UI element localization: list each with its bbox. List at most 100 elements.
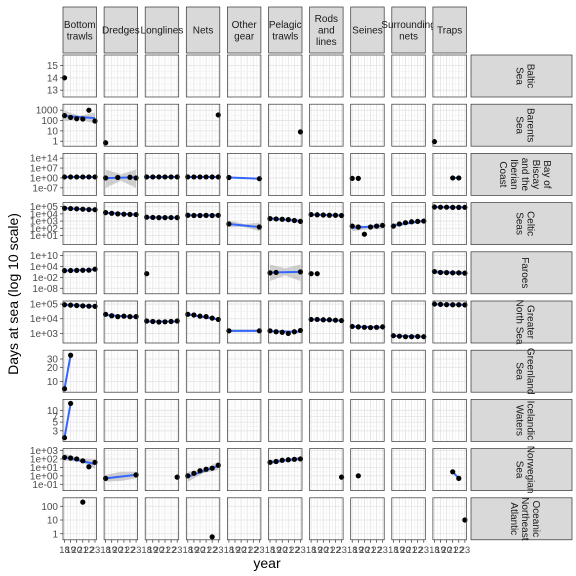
column-strip-bg [227, 6, 262, 54]
data-point [197, 212, 203, 219]
y-tick-label: 1e+04 [30, 262, 59, 273]
panel-border [391, 54, 426, 98]
data-point [150, 174, 156, 180]
data-point [191, 470, 197, 476]
x-tick-label: 18 [306, 545, 317, 556]
panel-nets [185, 153, 221, 196]
x-tick-label: 21 [447, 545, 458, 556]
x-tick-label: 20 [400, 545, 411, 556]
data-point [408, 334, 415, 340]
panel-border [185, 448, 221, 491]
data-point [209, 212, 215, 219]
panel-surround [390, 300, 427, 344]
panel-seines [349, 300, 386, 344]
column-strip-traps: Traps [432, 6, 467, 54]
data-point [74, 116, 80, 122]
x-tick-label: 22 [453, 545, 464, 556]
row-strip-line: Norwegian [525, 446, 536, 494]
x-tick-label: 19 [312, 545, 323, 556]
panel-rods [308, 202, 345, 245]
panel-rods [309, 399, 344, 442]
column-strip-label: Nets [193, 26, 214, 37]
data-point [444, 270, 450, 276]
data-point [197, 174, 203, 180]
facet-row-5: GreaterNorth Sea 1e+03 1e+04 1e+05 [30, 299, 573, 345]
data-point [444, 204, 450, 210]
panel-other [227, 448, 262, 491]
panel-nets [185, 300, 221, 344]
panel-border [227, 153, 262, 196]
data-point [68, 455, 74, 461]
panel-border [268, 153, 303, 196]
panel-border [350, 300, 385, 344]
panel-border [103, 202, 138, 245]
row-strip-line: Greenland [525, 348, 536, 395]
panel-border [391, 251, 426, 295]
panel-seines [350, 349, 385, 393]
data-point [68, 352, 74, 358]
panel-rods [309, 349, 344, 393]
data-point [279, 216, 285, 222]
panel-border [227, 448, 262, 491]
panel-border [227, 349, 262, 393]
data-point [109, 313, 115, 319]
data-point [156, 319, 162, 325]
data-point [150, 214, 156, 221]
row-strip-bg [470, 399, 573, 442]
row-strip-line: and the [519, 158, 530, 192]
panel-border [309, 202, 344, 245]
panel-bottom [61, 349, 97, 393]
x-tick-label: 23 [213, 545, 224, 556]
panel-border [62, 349, 97, 393]
y-tick-label: 1e+10 [30, 251, 59, 262]
data-point [326, 212, 332, 218]
y-tick-label: 1e-08 [32, 284, 58, 295]
panel-border [144, 448, 180, 491]
panel-border [391, 448, 426, 491]
data-point [450, 302, 456, 308]
row-strip-label: GreenlandSea [514, 348, 536, 395]
x-tick-label: 23 [295, 545, 306, 556]
x-tick-label: 20 [441, 545, 452, 556]
panel-border [432, 153, 467, 196]
panel-border [62, 399, 97, 442]
panel-pelagic [267, 448, 304, 491]
panel-pelagic [268, 349, 303, 393]
x-tick-label: 21 [283, 545, 294, 556]
column-strip-pelagic: Pelagic trawls [268, 6, 303, 54]
x-tick-label: 21 [119, 545, 130, 556]
x-tick-label: 18 [224, 545, 235, 556]
data-point [450, 270, 456, 276]
panel-traps [432, 448, 467, 491]
y-tick-label: 1e+03 [30, 446, 59, 457]
panel-bottom [61, 202, 98, 245]
row-strip-bg [470, 497, 573, 541]
data-point [197, 468, 203, 474]
data-point [314, 212, 320, 218]
data-point [68, 174, 74, 180]
data-point [86, 464, 92, 470]
panel-surround [391, 54, 426, 98]
panel-other [226, 153, 262, 196]
panel-border [144, 251, 180, 295]
panel-border [227, 300, 262, 344]
data-point [74, 174, 80, 180]
panel-longlines [144, 103, 180, 147]
x-tick-label: 19 [230, 545, 241, 556]
y-tick-label: 1e-01 [32, 480, 58, 491]
data-point [121, 211, 127, 217]
row-strip-label: Bay ofBiscayand theIberianCoast [497, 158, 552, 192]
x-tick-label: 22 [289, 545, 300, 556]
row-strip-label: IcelandicWaters [514, 401, 536, 440]
y-tick-label: 5 [52, 418, 58, 429]
y-tick-label: 10 [47, 377, 59, 388]
x-tick-label: 22 [412, 545, 423, 556]
x-tick-label: 18 [141, 545, 152, 556]
data-point [355, 473, 361, 479]
panel-border [144, 349, 180, 393]
panel-border [391, 202, 426, 245]
row-strip-bg [470, 54, 573, 98]
panel-traps [432, 399, 467, 442]
panel-border [62, 251, 97, 295]
